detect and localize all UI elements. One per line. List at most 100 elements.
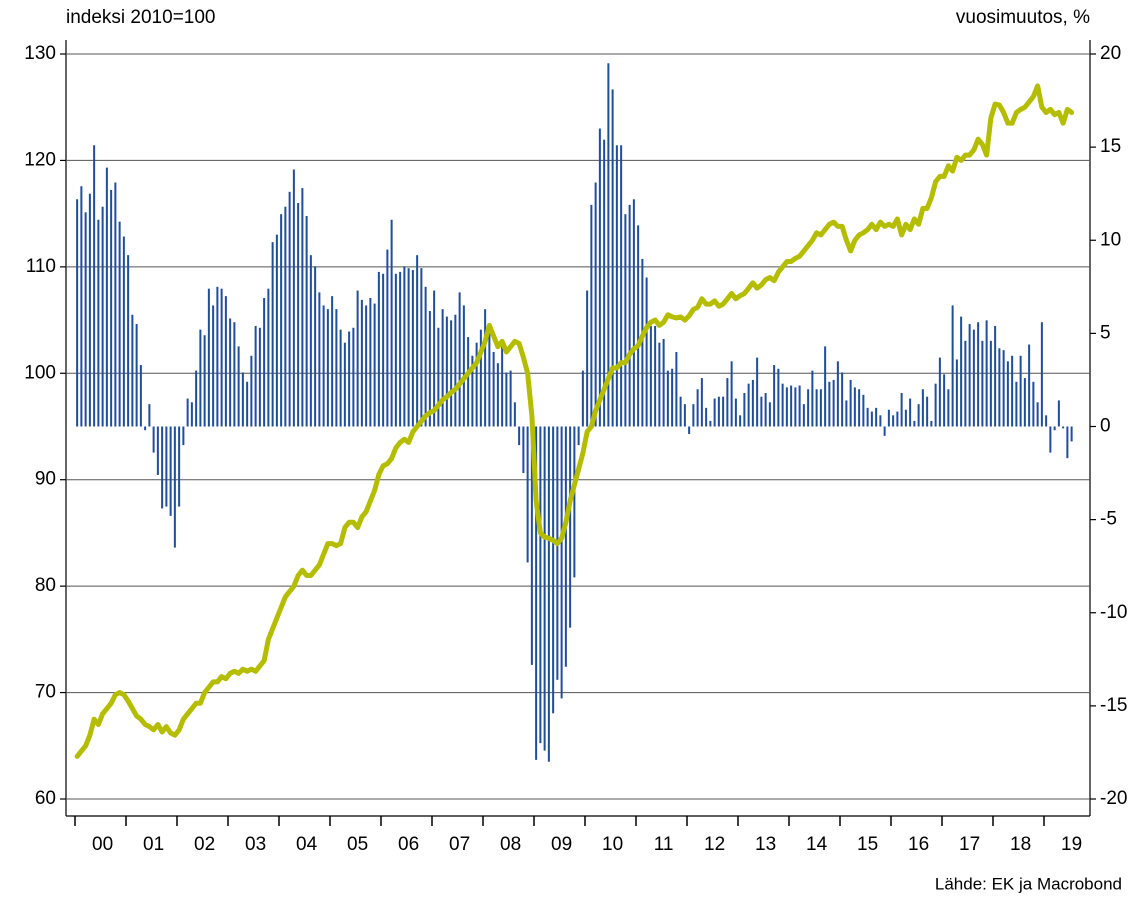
bar: [195, 370, 198, 427]
bar: [552, 426, 555, 714]
bar: [1015, 381, 1018, 427]
bar: [858, 389, 861, 427]
bar: [968, 324, 971, 427]
bar: [186, 398, 189, 427]
bar: [930, 420, 933, 427]
bar: [726, 378, 729, 427]
bar: [118, 221, 121, 427]
bar: [615, 145, 618, 427]
bar: [773, 365, 776, 427]
bar: [335, 309, 338, 427]
y-tick-label: 90: [35, 469, 56, 490]
bar: [492, 352, 495, 427]
y-tick-label: 110: [26, 256, 56, 277]
bar: [352, 327, 355, 427]
bar: [998, 348, 1001, 427]
y2-axis-label: vuosimuutos, %: [956, 7, 1090, 28]
bar: [433, 290, 436, 427]
x-tick-label: 02: [194, 834, 215, 855]
bar: [679, 396, 682, 427]
bar: [339, 329, 342, 427]
bar: [960, 316, 963, 427]
bar: [424, 286, 427, 427]
bar: [866, 407, 869, 427]
bar: [182, 426, 185, 446]
x-tick-label: 10: [602, 834, 623, 855]
bar: [938, 357, 941, 427]
bar: [127, 255, 130, 427]
bar: [1036, 402, 1039, 427]
bar: [420, 268, 423, 427]
bar: [241, 372, 244, 427]
bar: [148, 404, 151, 427]
y-tick-label: 100: [24, 362, 56, 383]
x-tick-label: 07: [449, 834, 470, 855]
bar: [964, 340, 967, 427]
bar: [598, 128, 601, 427]
bar: [560, 426, 563, 699]
bar: [747, 383, 750, 427]
bar: [416, 255, 419, 427]
bar: [441, 309, 444, 427]
bar: [522, 426, 525, 474]
bar: [594, 182, 597, 427]
y2-tick-label: 0: [1100, 416, 1111, 437]
bar: [518, 426, 521, 446]
bar: [1045, 415, 1048, 427]
bar: [297, 203, 300, 427]
bar: [764, 392, 767, 427]
y2-tick-label: -10: [1100, 602, 1127, 623]
bar: [790, 385, 793, 427]
bar: [913, 420, 916, 427]
bar: [768, 402, 771, 427]
bar: [173, 426, 176, 548]
bar: [403, 266, 406, 427]
bar: [696, 389, 699, 427]
bar: [462, 305, 465, 427]
bar: [807, 389, 810, 427]
bar: [165, 426, 168, 507]
bar: [875, 407, 878, 427]
bar: [1066, 426, 1069, 459]
bar: [1032, 381, 1035, 427]
y2-tick-label: 15: [1100, 136, 1121, 157]
bar: [751, 379, 754, 427]
y2-tick-label: 20: [1100, 43, 1121, 64]
bar: [496, 363, 499, 427]
bar: [509, 370, 512, 427]
bar: [488, 325, 491, 427]
bar: [989, 340, 992, 427]
bar: [926, 396, 929, 427]
bar: [900, 392, 903, 427]
bar: [275, 234, 278, 427]
bar: [1053, 426, 1056, 431]
bar: [386, 249, 389, 427]
bar: [824, 346, 827, 427]
bar: [955, 359, 958, 427]
x-tick-label: 13: [755, 834, 776, 855]
x-tick-label: 08: [500, 834, 521, 855]
bar: [632, 199, 635, 427]
bar: [501, 346, 504, 427]
bar: [1057, 400, 1060, 427]
bar: [892, 415, 895, 427]
bar: [343, 342, 346, 427]
bar: [254, 325, 257, 427]
y2-tick-label: -20: [1100, 788, 1127, 809]
bar: [263, 297, 266, 427]
bar: [841, 372, 844, 427]
bar: [564, 426, 567, 667]
x-tick-label: 04: [296, 834, 318, 855]
bar: [828, 381, 831, 427]
line: [74, 83, 1075, 759]
y-tick-label: 80: [35, 575, 56, 596]
bar: [105, 167, 108, 427]
bar: [199, 329, 202, 427]
y-tick-label: 70: [35, 682, 56, 703]
bar: [454, 314, 457, 427]
bar: [1006, 361, 1009, 427]
bar: [985, 320, 988, 427]
bar: [314, 266, 317, 427]
x-tick-label: 19: [1061, 834, 1082, 855]
